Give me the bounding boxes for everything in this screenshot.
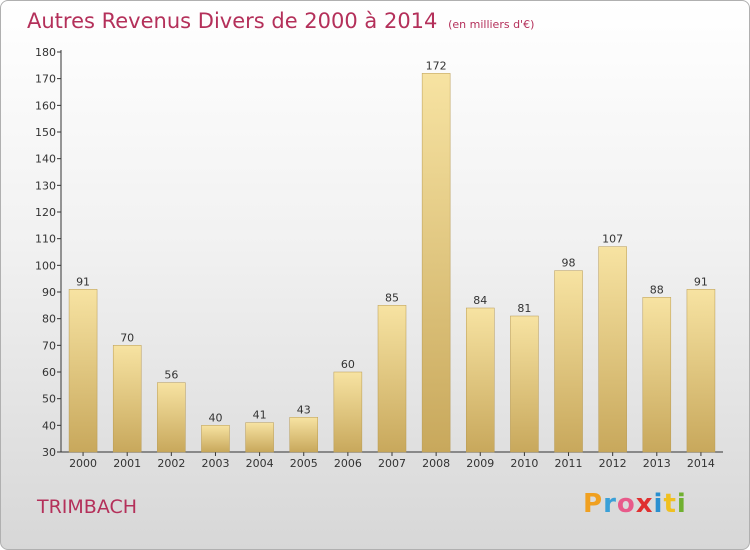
- value-label-2005: 43: [297, 403, 311, 416]
- bar-2006: [333, 371, 363, 453]
- x-tick-label: 2013: [643, 457, 671, 470]
- x-tick-label: 2012: [599, 457, 627, 470]
- logo-letter: r: [603, 489, 617, 519]
- logo-letter: o: [616, 489, 636, 519]
- y-tick-label: 160: [35, 99, 56, 112]
- bar-2008: [421, 73, 451, 453]
- bar-2010: [510, 315, 539, 453]
- value-label-2014: 91: [694, 275, 708, 288]
- bar-2009: [466, 307, 495, 453]
- y-tick-label: 120: [35, 206, 56, 219]
- y-tick-label: 170: [35, 73, 56, 86]
- y-tick-label: 80: [42, 313, 56, 326]
- bar-2014: [686, 289, 716, 453]
- bar-2005: [289, 417, 318, 453]
- x-tick-label: 2011: [555, 457, 583, 470]
- logo-letter: P: [583, 489, 604, 519]
- value-label-2007: 85: [385, 291, 399, 304]
- x-tick-label: 2006: [334, 457, 362, 470]
- x-tick-label: 2003: [201, 457, 229, 470]
- chart-subtitle: (en milliers d'€): [448, 18, 535, 31]
- bar-2011: [554, 270, 583, 453]
- value-label-2002: 56: [164, 369, 178, 382]
- bar-2002: [157, 382, 186, 453]
- x-tick-label: 2007: [378, 457, 406, 470]
- x-tick-label: 2010: [510, 457, 538, 470]
- bar-2013: [642, 297, 672, 453]
- x-tick-label: 2000: [69, 457, 97, 470]
- x-tick-label: 2001: [113, 457, 141, 470]
- y-tick-label: 180: [35, 46, 56, 59]
- bar-2003: [201, 425, 230, 453]
- value-label-2010: 81: [517, 302, 531, 315]
- proxiti-logo[interactable]: Proxiti: [583, 489, 687, 519]
- bar-2000: [68, 289, 98, 453]
- y-tick-label: 110: [35, 233, 56, 246]
- logo-letter: i: [676, 489, 687, 519]
- value-label-2004: 41: [253, 409, 267, 422]
- y-tick-label: 140: [35, 153, 56, 166]
- y-tick-label: 60: [42, 366, 56, 379]
- y-axis: 30 40 50 60 70 80 90 100 110 120 130 140 150 160 170 18…: [35, 46, 62, 459]
- value-label-2006: 60: [341, 358, 355, 371]
- logo-letter: x: [635, 489, 654, 519]
- chart-title: Autres Revenus Divers de 2000 à 2014 (en…: [27, 9, 534, 33]
- y-tick-label: 70: [42, 339, 56, 352]
- x-tick-label: 2009: [466, 457, 494, 470]
- value-label-2001: 70: [120, 331, 134, 344]
- y-tick-label: 90: [42, 286, 56, 299]
- bar-2004: [245, 422, 274, 453]
- value-label-2008: 172: [426, 59, 447, 72]
- value-label-2000: 91: [76, 275, 90, 288]
- x-tick-label: 2014: [687, 457, 715, 470]
- commune-name: TRIMBACH: [37, 496, 138, 518]
- y-tick-label: 100: [35, 259, 56, 272]
- bar-2007: [377, 305, 407, 453]
- x-tick-label: 2004: [246, 457, 274, 470]
- x-axis: 2000 2001 2002 2003 2004 2005 2006 2007 2008 2009…: [61, 451, 723, 470]
- value-label-2003: 40: [208, 411, 222, 424]
- x-tick-label: 2002: [157, 457, 185, 470]
- value-labels: 91 70 56 40 41 43 60 85 172 84 81 98 107 88 91: [76, 59, 708, 424]
- bar-2012: [598, 246, 627, 453]
- x-tick-label: 2008: [422, 457, 450, 470]
- value-label-2013: 88: [650, 283, 664, 296]
- value-label-2011: 98: [562, 257, 576, 270]
- y-tick-label: 150: [35, 126, 56, 139]
- value-label-2012: 107: [602, 233, 623, 246]
- bars: [68, 73, 716, 453]
- y-tick-label: 30: [42, 446, 56, 459]
- x-tick-label: 2005: [290, 457, 318, 470]
- y-tick-label: 130: [35, 179, 56, 192]
- y-tick-label: 40: [42, 419, 56, 432]
- chart-title-text: Autres Revenus Divers de 2000 à 2014: [27, 9, 438, 33]
- bar-2001: [112, 345, 142, 453]
- logo-letter: t: [663, 489, 677, 519]
- value-label-2009: 84: [473, 294, 487, 307]
- logo-letter: i: [653, 489, 664, 519]
- y-tick-label: 50: [42, 393, 56, 406]
